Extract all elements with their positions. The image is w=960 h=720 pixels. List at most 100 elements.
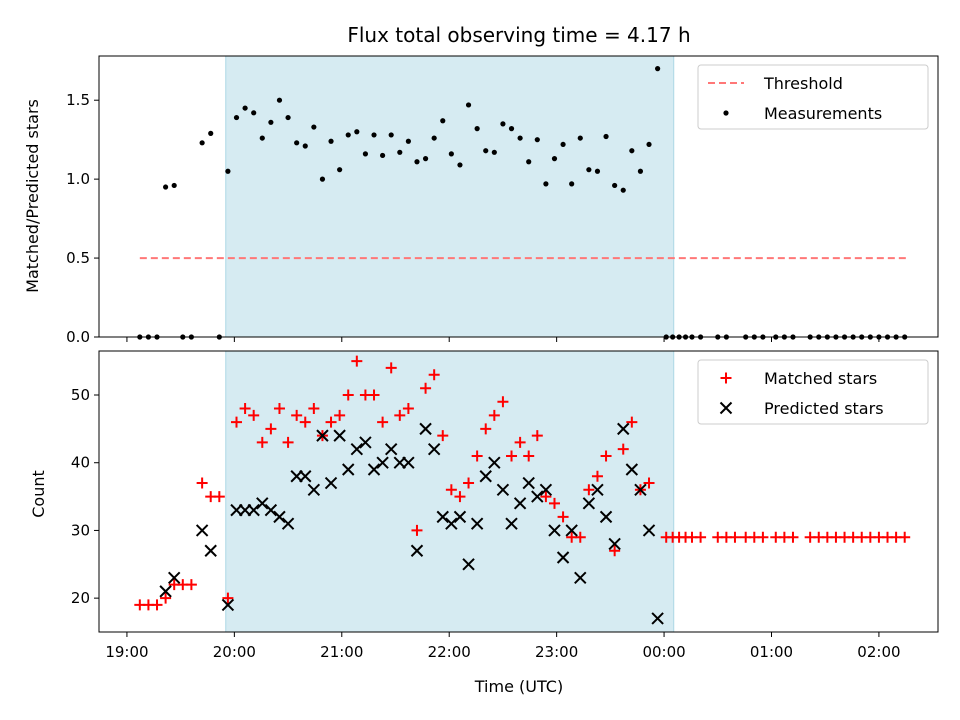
measurement-point	[414, 159, 420, 165]
matched-star-point	[463, 477, 475, 489]
predicted-star-point	[273, 510, 286, 524]
predicted-star-point	[410, 544, 424, 557]
measurement-point	[534, 137, 540, 143]
predicted-star-point	[359, 436, 372, 449]
matched-star-point	[334, 409, 346, 421]
matched-star-point	[480, 423, 492, 435]
measurement-point	[371, 132, 377, 138]
matched-star-point	[222, 592, 234, 604]
x-tick-label: 20:00	[213, 643, 256, 661]
predicted-star-point	[367, 463, 381, 476]
predicted-star-point	[479, 470, 492, 483]
matched-star-point	[185, 579, 197, 591]
measurement-point	[577, 135, 583, 141]
matched-star-point	[213, 491, 225, 503]
matched-star-point	[557, 511, 569, 523]
x-tick-label: 21:00	[320, 643, 363, 661]
matched-star-point	[729, 531, 741, 543]
measurement-point	[422, 156, 429, 162]
measurement-point	[362, 151, 369, 157]
measurement-point	[457, 162, 463, 168]
measurement-point	[448, 151, 454, 157]
legend-measurement-swatch	[723, 110, 729, 116]
predicted-star-point	[204, 544, 217, 557]
legend-predicted-swatch	[719, 401, 733, 415]
legend-box	[697, 64, 929, 130]
bottom-panel: 20 30 40 50 19:00 20:00 21:00 22:00 23:00 00:00 01…	[71, 350, 939, 661]
predicted-star-point	[333, 429, 346, 442]
predicted-star-point	[488, 456, 501, 469]
measurement-point	[612, 182, 618, 189]
predicted-star-point	[350, 442, 364, 456]
measurement-point	[560, 141, 566, 148]
matched-star-point	[626, 416, 638, 428]
predicted-star-point	[376, 456, 389, 469]
measurement-point	[491, 149, 497, 155]
x-tick-label: 00:00	[642, 643, 685, 661]
measurement-point	[259, 135, 265, 141]
legend-entry-label: Threshold	[763, 74, 843, 93]
predicted-star-point	[307, 483, 321, 497]
observing-span-shading	[225, 56, 674, 337]
measurement-point	[569, 181, 575, 187]
predicted-star-point	[531, 490, 544, 503]
measurement-point	[163, 184, 169, 190]
matched-star-point	[428, 369, 440, 381]
measurement-point	[208, 130, 214, 136]
matched-star-point	[308, 403, 320, 415]
measurement-point	[354, 129, 360, 135]
predicted-star-point	[565, 524, 578, 537]
matched-star-point	[231, 416, 243, 428]
measurement-point	[225, 168, 231, 174]
measurement-point	[276, 97, 283, 103]
measurement-point	[517, 135, 523, 141]
predicted-star-point	[556, 551, 570, 564]
y-tick-label: 0.0	[66, 328, 90, 346]
matched-star-point	[291, 409, 303, 421]
matched-star-point	[454, 491, 466, 503]
legend-entry-label: Measurements	[764, 104, 882, 123]
measurement-point	[233, 114, 240, 121]
matched-star-point	[402, 403, 414, 415]
measurement-point	[311, 124, 317, 130]
measurement-point	[294, 140, 300, 146]
legend-entry-label: Matched stars	[764, 369, 877, 388]
matched-star-point	[488, 409, 500, 421]
predicted-star-point	[591, 483, 604, 497]
measurement-point	[655, 66, 661, 72]
matched-star-point	[787, 531, 799, 543]
predicted-star-point	[445, 517, 458, 530]
predicted-star-point	[221, 598, 235, 612]
matched-star-point	[899, 531, 911, 543]
measurement-point	[337, 167, 343, 173]
axes-frame	[98, 350, 939, 633]
measurement-point	[268, 119, 274, 125]
predicted-star-point	[617, 422, 630, 436]
matched-star-point	[548, 497, 560, 509]
matched-star-point	[574, 531, 586, 543]
measurement-point	[500, 121, 506, 127]
bottom-y-axis-label: Count	[29, 470, 48, 518]
matched-star-point	[531, 430, 543, 442]
matched-star-point	[540, 491, 552, 503]
measurement-point	[328, 138, 334, 144]
y-tick-label: 1.5	[66, 91, 90, 109]
measurement-point	[388, 132, 394, 138]
measurement-point	[440, 118, 446, 124]
measurement-point	[603, 133, 609, 140]
measurement-point	[474, 126, 480, 132]
matched-star-point	[757, 531, 769, 543]
matched-star-point	[342, 389, 354, 401]
measurement-point	[319, 176, 326, 182]
matched-star-point	[471, 450, 483, 462]
y-tick-label: 30	[71, 521, 90, 539]
matched-star-point	[617, 443, 629, 455]
legend: Matched stars Predicted stars	[697, 359, 929, 425]
matched-star-point	[299, 416, 311, 428]
axes-frame	[98, 55, 939, 338]
measurement-point	[483, 148, 489, 154]
matched-star-point	[695, 531, 707, 543]
measurement-point	[302, 143, 308, 149]
predicted-star-point	[608, 537, 621, 551]
predicted-star-point	[625, 463, 639, 476]
